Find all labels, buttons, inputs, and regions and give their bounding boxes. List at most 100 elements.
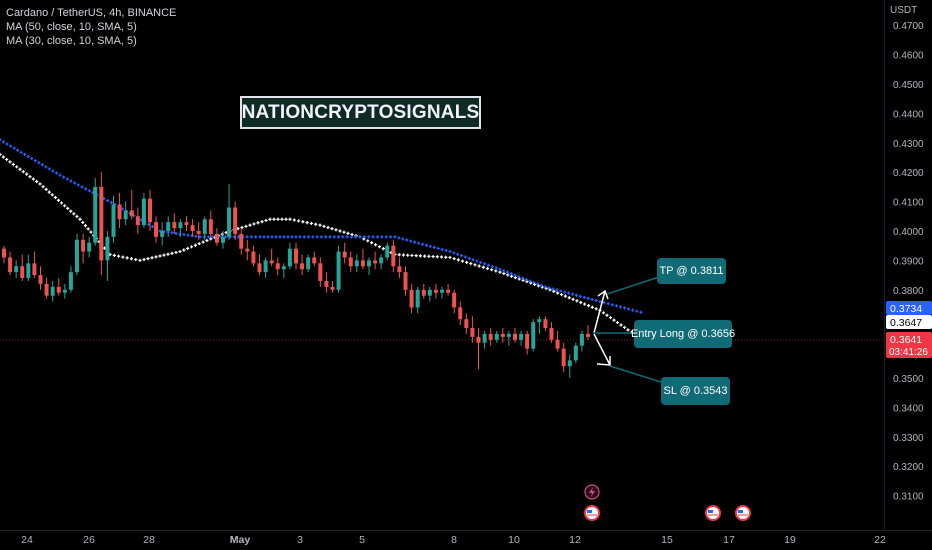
candle[interactable] bbox=[318, 257, 323, 287]
candle[interactable] bbox=[68, 266, 73, 293]
candle[interactable] bbox=[397, 257, 402, 279]
candle[interactable] bbox=[227, 183, 232, 240]
sl-callout[interactable]: SL @ 0.3543 bbox=[661, 377, 730, 405]
candle[interactable] bbox=[287, 242, 292, 270]
candle[interactable] bbox=[257, 254, 262, 276]
candle[interactable] bbox=[190, 219, 195, 237]
symbol-title[interactable]: Cardano / TetherUS, 4h, BINANCE bbox=[6, 7, 177, 19]
candle[interactable] bbox=[32, 251, 37, 279]
candle[interactable] bbox=[275, 257, 280, 276]
candle[interactable] bbox=[56, 278, 61, 296]
candle[interactable] bbox=[148, 189, 152, 231]
candle[interactable] bbox=[239, 228, 244, 255]
candle[interactable] bbox=[348, 251, 353, 273]
candle[interactable] bbox=[214, 228, 219, 246]
candle[interactable] bbox=[354, 254, 359, 273]
candle[interactable] bbox=[312, 251, 317, 267]
candle[interactable] bbox=[367, 257, 371, 276]
us-flag-icon[interactable] bbox=[705, 505, 721, 521]
candle[interactable] bbox=[81, 233, 86, 264]
candle[interactable] bbox=[342, 242, 347, 264]
candle[interactable] bbox=[20, 254, 25, 281]
candle[interactable] bbox=[440, 286, 444, 299]
candle[interactable] bbox=[208, 210, 213, 237]
candle[interactable] bbox=[391, 239, 396, 273]
candle[interactable] bbox=[135, 207, 140, 234]
candle[interactable] bbox=[196, 222, 201, 240]
candle[interactable] bbox=[166, 216, 171, 237]
candle[interactable] bbox=[336, 245, 341, 293]
candle[interactable] bbox=[494, 330, 499, 343]
candle[interactable] bbox=[409, 283, 414, 314]
candle[interactable] bbox=[506, 330, 511, 346]
ma-30-legend[interactable]: MA (30, close, 10, SMA, 5) bbox=[6, 35, 137, 47]
candle[interactable] bbox=[154, 216, 159, 243]
candle[interactable] bbox=[306, 254, 311, 273]
candle[interactable] bbox=[44, 278, 49, 299]
candle[interactable] bbox=[50, 280, 55, 302]
ma-50-legend[interactable]: MA (50, close, 10, SMA, 5) bbox=[6, 21, 137, 33]
candle[interactable] bbox=[160, 222, 165, 246]
candle[interactable] bbox=[543, 316, 548, 331]
candle[interactable] bbox=[172, 213, 177, 234]
candle[interactable] bbox=[178, 219, 183, 237]
candle[interactable] bbox=[324, 272, 329, 293]
candle[interactable] bbox=[141, 192, 146, 229]
candle[interactable] bbox=[458, 301, 463, 326]
candle[interactable] bbox=[579, 330, 584, 352]
candle[interactable] bbox=[245, 239, 250, 261]
candle[interactable] bbox=[482, 330, 487, 349]
candle[interactable] bbox=[93, 178, 98, 246]
candle[interactable] bbox=[330, 280, 335, 293]
candle[interactable] bbox=[452, 289, 457, 314]
candle[interactable] bbox=[123, 201, 128, 226]
candle[interactable] bbox=[513, 328, 517, 343]
candle[interactable] bbox=[300, 254, 305, 276]
candle[interactable] bbox=[446, 283, 451, 296]
candle[interactable] bbox=[470, 316, 475, 343]
candle[interactable] bbox=[75, 233, 79, 276]
candle[interactable] bbox=[555, 330, 560, 352]
candle[interactable] bbox=[129, 189, 134, 220]
candle[interactable] bbox=[586, 325, 590, 340]
candle[interactable] bbox=[415, 286, 420, 314]
candle[interactable] bbox=[385, 242, 390, 261]
candle[interactable] bbox=[99, 172, 104, 276]
candle[interactable] bbox=[233, 201, 238, 240]
candle[interactable] bbox=[525, 330, 530, 355]
candle[interactable] bbox=[488, 328, 493, 346]
candle[interactable] bbox=[433, 283, 438, 299]
candle[interactable] bbox=[379, 254, 384, 270]
candle[interactable] bbox=[360, 248, 365, 270]
candle[interactable] bbox=[105, 231, 110, 281]
candle[interactable] bbox=[531, 319, 536, 352]
candle[interactable] bbox=[500, 328, 505, 343]
candle[interactable] bbox=[519, 330, 524, 346]
candle[interactable] bbox=[269, 248, 274, 267]
tp-callout[interactable]: TP @ 0.3811 bbox=[657, 258, 726, 284]
candle[interactable] bbox=[263, 257, 268, 279]
candle[interactable] bbox=[567, 354, 572, 378]
candle[interactable] bbox=[549, 322, 554, 343]
candle[interactable] bbox=[294, 242, 298, 270]
candle[interactable] bbox=[573, 342, 578, 364]
candle[interactable] bbox=[251, 245, 256, 267]
candle[interactable] bbox=[184, 216, 189, 231]
lightning-icon[interactable] bbox=[584, 484, 600, 500]
candle[interactable] bbox=[14, 260, 19, 279]
us-flag-icon[interactable] bbox=[735, 505, 751, 521]
candle[interactable] bbox=[62, 283, 67, 299]
candle[interactable] bbox=[26, 254, 31, 281]
candle[interactable] bbox=[476, 328, 481, 370]
candle[interactable] bbox=[117, 192, 122, 229]
candle[interactable] bbox=[111, 195, 116, 243]
candle[interactable] bbox=[87, 236, 92, 258]
candle[interactable] bbox=[403, 266, 408, 296]
entry-callout[interactable]: Entry Long @ 0.3656 bbox=[631, 320, 735, 348]
candle[interactable] bbox=[8, 251, 13, 276]
candle[interactable] bbox=[202, 216, 207, 240]
candle[interactable] bbox=[373, 251, 378, 270]
candle[interactable] bbox=[38, 266, 43, 290]
candle[interactable] bbox=[421, 283, 426, 299]
